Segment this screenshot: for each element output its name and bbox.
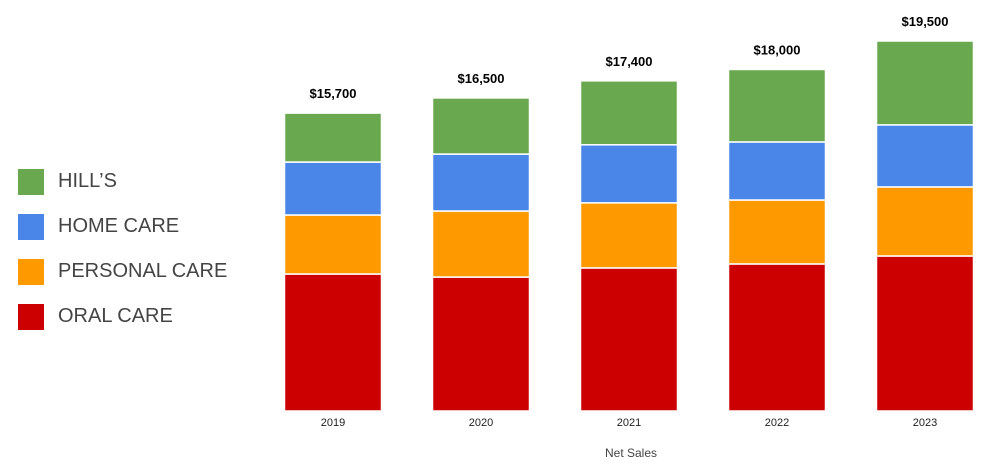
bar-segment-hill-s-2022 xyxy=(727,68,827,143)
bar-segment-hill-s-2023 xyxy=(875,40,975,126)
bar-segment-hill-s-2020 xyxy=(431,97,531,155)
bar-segment-hill-s-2019 xyxy=(283,112,383,163)
bar-segment-home-care-2021 xyxy=(579,144,679,204)
legend-item-oral-care: ORAL CARE xyxy=(18,294,227,339)
bar-segment-personal-care-2022 xyxy=(727,199,827,265)
total-label-2022: $18,000 xyxy=(754,42,801,57)
bar-segment-oral-care-2022 xyxy=(727,263,827,412)
legend-swatch xyxy=(18,258,44,285)
total-label-2019: $15,700 xyxy=(310,86,357,101)
bar-segment-oral-care-2023 xyxy=(875,255,975,412)
bar-segment-personal-care-2023 xyxy=(875,186,975,257)
bar-segment-home-care-2020 xyxy=(431,153,531,212)
bar-segment-oral-care-2021 xyxy=(579,267,679,412)
legend-swatch xyxy=(18,213,44,240)
x-tick-label-2023: 2023 xyxy=(913,417,937,429)
legend: HILL’S HOME CARE PERSONAL CARE ORAL CARE xyxy=(18,159,227,339)
legend-label: PERSONAL CARE xyxy=(58,260,228,282)
legend-item-hills: HILL’S xyxy=(18,159,227,204)
x-tick-label-2020: 2020 xyxy=(469,417,493,429)
x-tick-label-2022: 2022 xyxy=(765,417,789,429)
legend-item-personal-care: PERSONAL CARE xyxy=(18,249,227,294)
x-tick-label-2021: 2021 xyxy=(617,417,641,429)
bar-segment-home-care-2019 xyxy=(283,161,383,216)
bars-layer xyxy=(283,40,975,412)
legend-label: ORAL CARE xyxy=(58,305,173,327)
total-label-2021: $17,400 xyxy=(606,54,653,69)
x-tick-label-2019: 2019 xyxy=(321,417,345,429)
legend-item-home-care: HOME CARE xyxy=(18,204,227,249)
bar-segment-home-care-2023 xyxy=(875,124,975,188)
bar-segment-home-care-2022 xyxy=(727,141,827,201)
total-label-2020: $16,500 xyxy=(458,71,505,86)
bar-segment-personal-care-2019 xyxy=(283,214,383,275)
legend-swatch xyxy=(18,168,44,195)
legend-label: HOME CARE xyxy=(58,215,180,237)
bar-segment-personal-care-2020 xyxy=(431,210,531,278)
bar-segment-personal-care-2021 xyxy=(579,202,679,269)
x-axis-title: Net Sales xyxy=(605,446,657,460)
bar-segment-oral-care-2020 xyxy=(431,276,531,412)
legend-swatch xyxy=(18,303,44,330)
bar-segment-hill-s-2021 xyxy=(579,80,679,146)
labels-layer: $15,700 2019 $16,500 2020 $17,400 2021 $18,000… xyxy=(310,14,949,429)
total-label-2023: $19,500 xyxy=(902,14,949,29)
bar-segment-oral-care-2019 xyxy=(283,273,383,412)
legend-label: HILL’S xyxy=(58,170,117,192)
